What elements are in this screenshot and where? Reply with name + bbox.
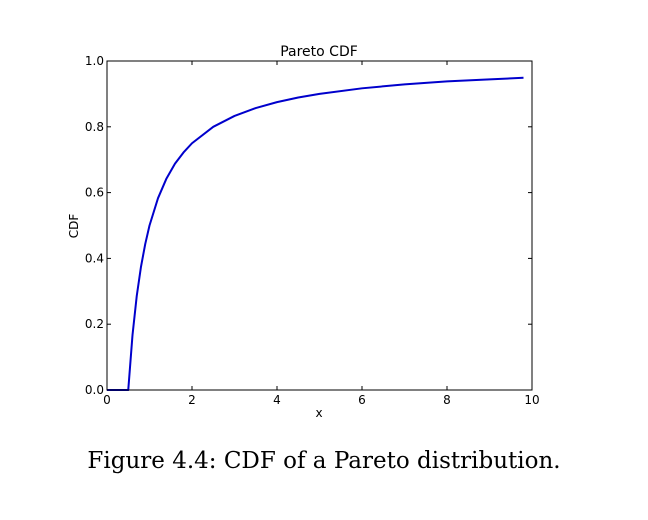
pareto-cdf-chart: Pareto CDF 0 2 4 6 8 10 0.0 0.2 0.4 0.6 0.8 1.0 x C…: [67, 44, 540, 420]
chart-title: Pareto CDF: [280, 44, 358, 60]
plot-frame: [106, 60, 533, 391]
y-axis-label: CDF: [67, 214, 81, 239]
figure-caption: Figure 4.4: CDF of a Pareto distribution…: [87, 448, 561, 474]
y-tick-label: 0.4: [85, 251, 104, 265]
x-tick-label: 6: [358, 393, 366, 407]
x-tick-label: 2: [188, 393, 196, 407]
y-tick-label: 0.8: [85, 120, 104, 134]
y-tick-label: 1.0: [85, 54, 104, 68]
x-tick-label: 8: [443, 393, 451, 407]
x-tick-label: 4: [273, 393, 281, 407]
x-tick-label: 0: [103, 393, 111, 407]
cdf-line-0: [107, 76, 524, 391]
x-axis-label: x: [315, 406, 322, 420]
y-tick-label: 0.0: [85, 383, 104, 397]
y-tick-label: 0.2: [85, 317, 104, 331]
y-tick-label: 0.6: [85, 186, 104, 200]
x-tick-label: 10: [524, 393, 539, 407]
